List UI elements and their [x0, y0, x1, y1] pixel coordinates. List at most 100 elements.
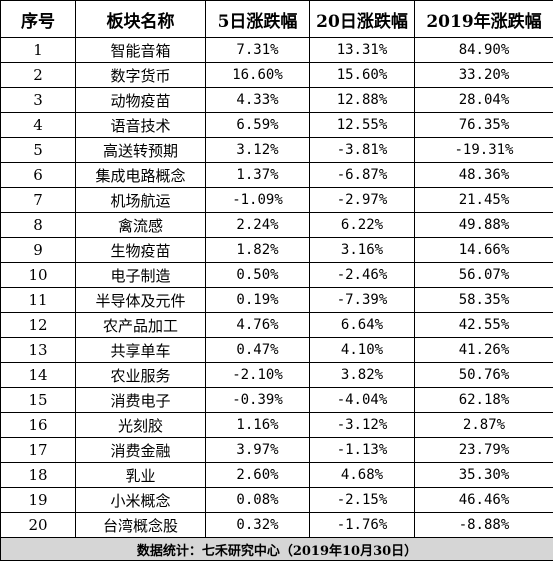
cell-sector-name: 动物疫苗	[75, 87, 206, 113]
cell-2019-change: 49.88%	[414, 212, 553, 238]
cell-2019-change: 58.35%	[414, 287, 553, 313]
cell-index: 3	[0, 87, 76, 113]
table-row: 7 机场航运 -1.09% -2.97% 21.45%	[0, 187, 553, 213]
cell-20day-change: 13.31%	[309, 37, 415, 63]
cell-20day-change: 3.16%	[309, 237, 415, 263]
cell-5day-change: 3.97%	[205, 437, 310, 463]
table-row: 4 语音技术 6.59% 12.55% 76.35%	[0, 112, 553, 138]
cell-sector-name: 数字货币	[75, 62, 206, 88]
cell-5day-change: -0.39%	[205, 387, 310, 413]
cell-index: 18	[0, 462, 76, 488]
cell-20day-change: -4.04%	[309, 387, 415, 413]
cell-2019-change: 21.45%	[414, 187, 553, 213]
table-row: 10 电子制造 0.50% -2.46% 56.07%	[0, 262, 553, 288]
cell-20day-change: -3.81%	[309, 137, 415, 163]
cell-20day-change: -2.15%	[309, 487, 415, 513]
cell-index: 1	[0, 37, 76, 63]
cell-sector-name: 语音技术	[75, 112, 206, 138]
cell-2019-change: 28.04%	[414, 87, 553, 113]
cell-sector-name: 共享单车	[75, 337, 206, 363]
table-row: 13 共享单车 0.47% 4.10% 41.26%	[0, 337, 553, 363]
cell-5day-change: 1.37%	[205, 162, 310, 188]
cell-2019-change: 84.90%	[414, 37, 553, 63]
cell-sector-name: 半导体及元件	[75, 287, 206, 313]
cell-2019-change: 14.66%	[414, 237, 553, 263]
cell-index: 16	[0, 412, 76, 438]
table-row: 8 禽流感 2.24% 6.22% 49.88%	[0, 212, 553, 238]
cell-5day-change: 7.31%	[205, 37, 310, 63]
cell-sector-name: 小米概念	[75, 487, 206, 513]
table-row: 20 台湾概念股 0.32% -1.76% -8.88%	[0, 512, 553, 538]
header-20day-change: 20日涨跌幅	[309, 0, 415, 38]
cell-5day-change: -2.10%	[205, 362, 310, 388]
table-row: 14 农业服务 -2.10% 3.82% 50.76%	[0, 362, 553, 388]
cell-sector-name: 机场航运	[75, 187, 206, 213]
table-row: 19 小米概念 0.08% -2.15% 46.46%	[0, 487, 553, 513]
table-row: 9 生物疫苗 1.82% 3.16% 14.66%	[0, 237, 553, 263]
cell-index: 6	[0, 162, 76, 188]
header-sector-name: 板块名称	[75, 0, 206, 38]
cell-index: 2	[0, 62, 76, 88]
cell-index: 9	[0, 237, 76, 263]
cell-index: 14	[0, 362, 76, 388]
cell-5day-change: 4.76%	[205, 312, 310, 338]
cell-5day-change: 4.33%	[205, 87, 310, 113]
cell-20day-change: -3.12%	[309, 412, 415, 438]
cell-5day-change: -1.09%	[205, 187, 310, 213]
header-row: 序号 板块名称 5日涨跌幅 20日涨跌幅 2019年涨跌幅	[0, 0, 553, 38]
table-row: 17 消费金融 3.97% -1.13% 23.79%	[0, 437, 553, 463]
cell-index: 11	[0, 287, 76, 313]
table-row: 1 智能音箱 7.31% 13.31% 84.90%	[0, 37, 553, 63]
cell-sector-name: 消费电子	[75, 387, 206, 413]
table-row: 18 乳业 2.60% 4.68% 35.30%	[0, 462, 553, 488]
cell-sector-name: 集成电路概念	[75, 162, 206, 188]
cell-index: 8	[0, 212, 76, 238]
cell-index: 19	[0, 487, 76, 513]
table-body: 1 智能音箱 7.31% 13.31% 84.90% 2 数字货币 16.60% 15.60% 3…	[0, 37, 553, 538]
cell-sector-name: 高送转预期	[75, 137, 206, 163]
cell-20day-change: 12.88%	[309, 87, 415, 113]
cell-2019-change: 76.35%	[414, 112, 553, 138]
table-row: 2 数字货币 16.60% 15.60% 33.20%	[0, 62, 553, 88]
cell-20day-change: -6.87%	[309, 162, 415, 188]
cell-2019-change: 56.07%	[414, 262, 553, 288]
cell-index: 12	[0, 312, 76, 338]
cell-2019-change: -19.31%	[414, 137, 553, 163]
cell-5day-change: 0.19%	[205, 287, 310, 313]
table-row: 16 光刻胶 1.16% -3.12% 2.87%	[0, 412, 553, 438]
cell-20day-change: -2.46%	[309, 262, 415, 288]
cell-index: 13	[0, 337, 76, 363]
cell-index: 4	[0, 112, 76, 138]
cell-2019-change: 50.76%	[414, 362, 553, 388]
cell-sector-name: 智能音箱	[75, 37, 206, 63]
cell-2019-change: 48.36%	[414, 162, 553, 188]
cell-20day-change: 6.64%	[309, 312, 415, 338]
cell-2019-change: 46.46%	[414, 487, 553, 513]
table-row: 3 动物疫苗 4.33% 12.88% 28.04%	[0, 87, 553, 113]
cell-5day-change: 16.60%	[205, 62, 310, 88]
cell-20day-change: -1.13%	[309, 437, 415, 463]
table-row: 15 消费电子 -0.39% -4.04% 62.18%	[0, 387, 553, 413]
cell-20day-change: -7.39%	[309, 287, 415, 313]
cell-index: 5	[0, 137, 76, 163]
cell-20day-change: 6.22%	[309, 212, 415, 238]
cell-2019-change: 35.30%	[414, 462, 553, 488]
cell-2019-change: -8.88%	[414, 512, 553, 538]
cell-sector-name: 消费金融	[75, 437, 206, 463]
cell-5day-change: 0.32%	[205, 512, 310, 538]
cell-5day-change: 0.08%	[205, 487, 310, 513]
cell-index: 10	[0, 262, 76, 288]
cell-2019-change: 33.20%	[414, 62, 553, 88]
cell-5day-change: 0.50%	[205, 262, 310, 288]
cell-20day-change: 4.10%	[309, 337, 415, 363]
cell-5day-change: 3.12%	[205, 137, 310, 163]
cell-20day-change: -2.97%	[309, 187, 415, 213]
cell-index: 7	[0, 187, 76, 213]
cell-20day-change: 4.68%	[309, 462, 415, 488]
table-row: 11 半导体及元件 0.19% -7.39% 58.35%	[0, 287, 553, 313]
cell-sector-name: 生物疫苗	[75, 237, 206, 263]
data-source-note: 数据统计：七禾研究中心（2019年10月30日）	[0, 537, 553, 561]
header-5day-change: 5日涨跌幅	[205, 0, 310, 38]
cell-20day-change: 15.60%	[309, 62, 415, 88]
